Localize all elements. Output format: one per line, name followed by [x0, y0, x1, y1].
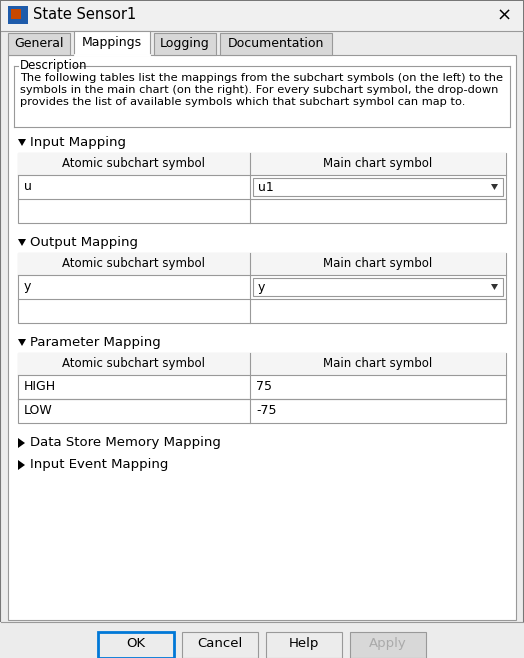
Text: Atomic subchart symbol: Atomic subchart symbol — [62, 157, 205, 170]
Text: HIGH: HIGH — [24, 380, 56, 393]
Text: Apply: Apply — [369, 637, 407, 650]
Text: Parameter Mapping: Parameter Mapping — [30, 336, 161, 349]
Bar — [11, 9, 21, 19]
Text: Main chart symbol: Main chart symbol — [323, 357, 433, 370]
Bar — [18, 253, 506, 275]
Bar — [154, 33, 216, 55]
Text: provides the list of available symbols which that subchart symbol can map to.: provides the list of available symbols w… — [20, 97, 465, 107]
Text: Atomic subchart symbol: Atomic subchart symbol — [62, 257, 205, 270]
Text: Atomic subchart symbol: Atomic subchart symbol — [62, 357, 205, 370]
Polygon shape — [491, 184, 498, 190]
Polygon shape — [18, 339, 26, 346]
Polygon shape — [18, 460, 25, 470]
Bar — [253, 178, 503, 196]
Polygon shape — [491, 284, 498, 290]
Text: General: General — [14, 37, 64, 50]
Text: Mappings: Mappings — [82, 36, 142, 49]
Bar — [1, 1, 523, 31]
Bar — [18, 153, 506, 175]
Text: Documentation: Documentation — [228, 37, 324, 50]
Text: The following tables list the mappings from the subchart symbols (on the left) t: The following tables list the mappings f… — [20, 73, 503, 83]
Polygon shape — [18, 139, 26, 146]
Bar — [350, 632, 426, 658]
Text: y: y — [24, 280, 31, 293]
Text: Input Mapping: Input Mapping — [30, 136, 126, 149]
Text: Data Store Memory Mapping: Data Store Memory Mapping — [30, 436, 221, 449]
Text: Cancel: Cancel — [198, 637, 243, 650]
Text: Main chart symbol: Main chart symbol — [323, 257, 433, 270]
Polygon shape — [18, 239, 26, 246]
Text: LOW: LOW — [24, 404, 53, 417]
Text: u1: u1 — [258, 181, 274, 194]
Bar — [74, 31, 150, 55]
Text: State Sensor1: State Sensor1 — [33, 7, 136, 22]
Bar — [8, 55, 516, 620]
Text: Input Event Mapping: Input Event Mapping — [30, 458, 168, 471]
Bar — [18, 153, 506, 223]
Bar — [18, 353, 506, 423]
Bar — [0, 622, 524, 658]
Text: Description: Description — [20, 59, 88, 72]
Text: u: u — [24, 180, 32, 193]
Text: Output Mapping: Output Mapping — [30, 236, 138, 249]
Text: y: y — [258, 281, 265, 294]
Bar — [8, 6, 28, 24]
Bar — [266, 632, 342, 658]
Text: Logging: Logging — [160, 37, 210, 50]
Text: symbols in the main chart (on the right). For every subchart symbol, the drop-do: symbols in the main chart (on the right)… — [20, 85, 498, 95]
Bar — [182, 632, 258, 658]
Polygon shape — [18, 438, 25, 448]
Bar — [8, 33, 70, 55]
Bar — [18, 253, 506, 323]
Text: OK: OK — [126, 637, 146, 650]
Text: ×: × — [497, 7, 512, 25]
Text: Help: Help — [289, 637, 319, 650]
Text: -75: -75 — [256, 404, 277, 417]
Bar — [18, 353, 506, 375]
Bar — [253, 278, 503, 296]
Bar — [220, 33, 332, 55]
Bar — [98, 632, 174, 658]
Text: 75: 75 — [256, 380, 272, 393]
Text: Main chart symbol: Main chart symbol — [323, 157, 433, 170]
